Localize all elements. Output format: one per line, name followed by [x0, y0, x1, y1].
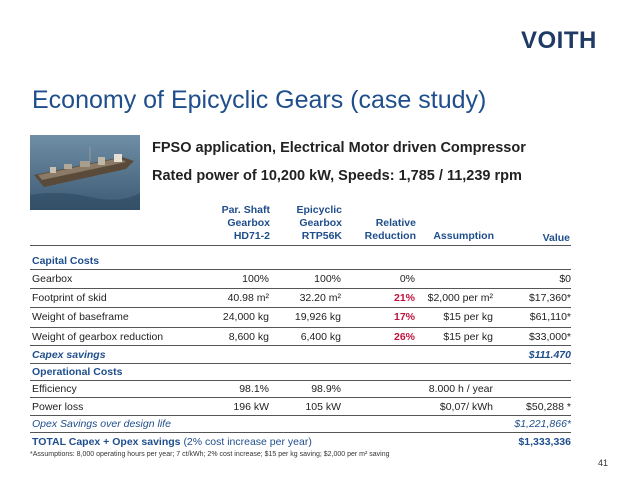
cell-epicyclic: 32.20 m²	[299, 292, 341, 304]
cell-value: $17,360*	[528, 292, 571, 304]
cell-relative: 0%	[399, 273, 415, 285]
table-row-footprint: Footprint of skid 40.98 m² 32.20 m² 21% …	[30, 289, 571, 307]
row-rule	[30, 363, 571, 364]
row-label: Footprint of skid	[32, 292, 107, 304]
table-row-opex-savings: Opex Savings over design life $1,221,866…	[30, 415, 571, 433]
cell-epicyclic: 100%	[314, 273, 341, 285]
row-label: Capex savings	[32, 349, 106, 361]
row-rule	[30, 307, 571, 308]
cell-value: $61,110*	[529, 311, 571, 323]
cell-relative: 17%	[393, 311, 415, 323]
cell-assumption: $15 per kg	[443, 331, 493, 343]
row-rule	[30, 432, 571, 433]
cell-assumption: $0,07/ kWh	[439, 401, 493, 413]
cell-assumption: 8.000 h / year	[428, 383, 493, 395]
slide-title: Economy of Epicyclic Gears (case study)	[32, 86, 487, 114]
row-rule	[30, 327, 571, 328]
table-row-efficiency: Efficiency 98.1% 98.9% 8.000 h / year	[30, 380, 571, 398]
row-label: TOTAL Capex + Opex savings (2% cost incr…	[32, 436, 312, 448]
cell-par-shaft: 98.1%	[239, 383, 269, 395]
row-rule	[30, 345, 571, 346]
table-row-capex-savings: Capex savings $111.470	[30, 346, 571, 364]
cell-assumption: $2,000 per m²	[427, 292, 493, 304]
cell-value: $0	[559, 273, 571, 285]
table-row-total: TOTAL Capex + Opex savings (2% cost incr…	[30, 433, 571, 451]
cell-value: $33,000*	[528, 331, 571, 343]
cell-value: $50,288 *	[526, 401, 571, 413]
cell-assumption: $15 per kg	[443, 311, 493, 323]
page-number: 41	[598, 458, 609, 468]
cell-par-shaft: 196 kW	[233, 401, 269, 413]
row-label: Efficiency	[32, 383, 77, 395]
cell-par-shaft: 100%	[242, 273, 269, 285]
footnote: *Assumptions: 8,000 operating hours per …	[30, 451, 390, 458]
cell-epicyclic: 19,926 kg	[294, 311, 341, 323]
cell-relative: 21%	[393, 292, 415, 304]
cell-relative: 26%	[393, 331, 415, 343]
row-label: Weight of gearbox reduction	[32, 331, 164, 343]
section-operational-costs: Operational Costs	[32, 366, 123, 378]
fpso-ship-photo	[30, 135, 140, 210]
row-rule	[30, 288, 571, 289]
row-label: Gearbox	[32, 273, 73, 285]
cell-epicyclic: 105 kW	[305, 401, 341, 413]
table-row-gearbox-reduction: Weight of gearbox reduction 8,600 kg 6,4…	[30, 328, 571, 346]
table-row-baseframe: Weight of baseframe 24,000 kg 19,926 kg …	[30, 308, 571, 326]
total-note: (2% cost increase per year)	[183, 436, 312, 448]
col-header-epicyclic: Epicyclic Gearbox RTP56K	[296, 204, 342, 242]
cell-value: $1,221,866*	[514, 418, 571, 430]
cell-epicyclic: 6,400 kg	[300, 331, 341, 343]
table-row-power-loss: Power loss 196 kW 105 kW $0,07/ kWh $50,…	[30, 398, 571, 416]
row-rule	[30, 397, 571, 398]
subtitle-application: FPSO application, Electrical Motor drive…	[152, 140, 526, 156]
col-header-par-shaft: Par. Shaft Gearbox HD71-2	[221, 204, 270, 242]
table-row-gearbox: Gearbox 100% 100% 0% $0	[30, 270, 571, 288]
cell-par-shaft: 40.98 m²	[227, 292, 269, 304]
cell-par-shaft: 8,600 kg	[228, 331, 269, 343]
col-header-relative-reduction: Relative Reduction	[364, 217, 416, 242]
cell-par-shaft: 24,000 kg	[222, 311, 269, 323]
row-rule	[30, 415, 571, 416]
row-label: Power loss	[32, 401, 84, 413]
row-rule	[30, 269, 571, 270]
row-label: Weight of baseframe	[32, 311, 129, 323]
col-header-value: Value	[542, 232, 570, 244]
section-capital-costs: Capital Costs	[32, 255, 100, 267]
row-rule	[30, 380, 571, 381]
row-label: Opex Savings over design life	[32, 418, 171, 430]
subtitle-rated-power: Rated power of 10,200 kW, Speeds: 1,785 …	[152, 168, 522, 184]
cell-epicyclic: 98.9%	[311, 383, 341, 395]
cell-value: $1,333,336	[518, 436, 571, 448]
col-header-assumption: Assumption	[433, 230, 494, 242]
voith-logo: VOITH	[521, 27, 597, 54]
header-rule	[30, 245, 571, 246]
cell-value: $111.470	[528, 349, 571, 361]
